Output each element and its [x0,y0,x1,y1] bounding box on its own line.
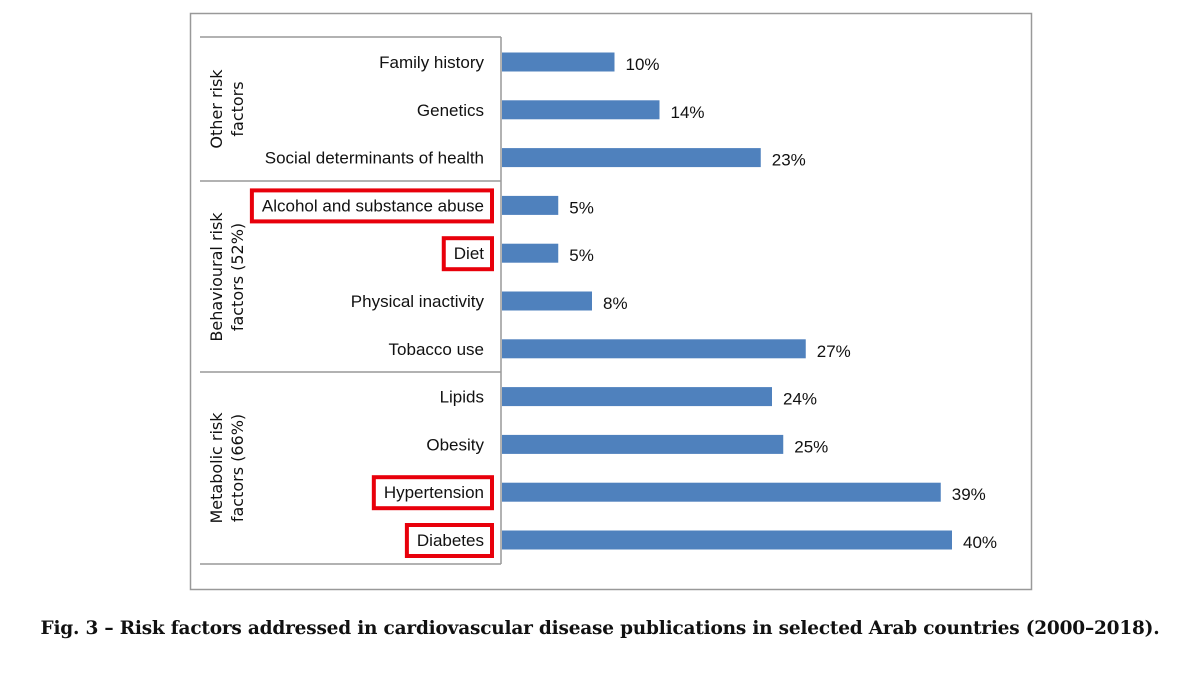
highlight-box [404,523,494,558]
category-label: Hypertension [384,483,484,502]
category-label: Lipids [440,388,484,407]
bar [502,387,772,407]
bar [502,530,952,550]
highlight-box [441,236,494,272]
group-label-line: Other risk [207,69,226,149]
bar [502,339,806,359]
figure-caption: Fig. 3 – Risk factors addressed in cardi… [40,618,1160,639]
data-label: 27% [817,342,851,361]
group-label-line: factors (66%) [228,414,247,522]
category-label: Obesity [426,435,484,454]
bar [502,52,615,72]
bar [502,195,559,215]
data-label: 25% [794,437,828,456]
category-label: Family history [379,53,484,72]
group-label-line: Behavioural risk [207,212,226,342]
highlight-box [249,188,494,224]
data-label: 5% [569,198,594,217]
group-label: Behavioural risk factors (52%) [207,212,247,342]
bar [502,482,941,502]
group-label-line: factors [228,81,247,136]
data-label: 40% [963,533,997,552]
bar [502,291,592,311]
bar [502,148,761,168]
group-label: Metabolic risk factors (66%) [207,412,247,524]
category-label: Diabetes [417,531,484,550]
category-label: Genetics [417,101,484,120]
category-label: Tobacco use [389,340,484,359]
data-label: 10% [626,55,660,74]
data-label: 5% [569,246,594,265]
category-label: Diet [454,244,485,263]
group-label-line: Metabolic risk [207,412,226,524]
data-label: 14% [671,103,705,122]
data-label: 24% [783,390,817,409]
bar [502,434,784,454]
data-label: 39% [952,485,986,504]
highlight-box [371,475,494,511]
group-label: Other risk factors [207,69,247,149]
bar [502,100,660,120]
bar [502,243,559,263]
data-label: 23% [772,151,806,170]
group-label-line: factors (52%) [228,223,247,331]
data-label: 8% [603,294,628,313]
category-label: Physical inactivity [351,292,485,311]
category-label: Social determinants of health [265,149,484,168]
category-panel [200,36,502,565]
category-label: Alcohol and substance abuse [262,196,484,215]
